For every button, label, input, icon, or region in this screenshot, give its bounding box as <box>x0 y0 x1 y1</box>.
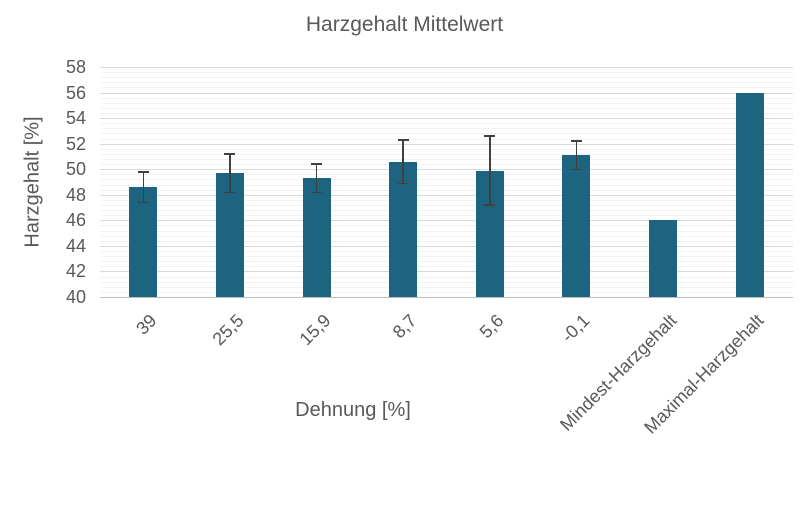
error-bar-cap <box>570 168 582 170</box>
minor-gridline <box>100 179 793 181</box>
error-bar-line <box>315 164 318 193</box>
minor-gridline <box>100 123 793 125</box>
minor-gridline <box>100 215 793 217</box>
y-tick-label: 40 <box>65 287 86 307</box>
y-tick-label: 56 <box>65 82 86 103</box>
bar <box>649 220 678 297</box>
minor-gridline <box>100 148 793 150</box>
error-bar-cap <box>224 153 236 155</box>
minor-gridline <box>100 133 793 135</box>
bar <box>562 155 591 297</box>
minor-gridline <box>100 87 793 89</box>
minor-gridline <box>100 256 793 258</box>
error-bar-cap <box>311 191 323 193</box>
x-tick-label: -0,1 <box>557 310 594 347</box>
error-bar-line <box>489 136 491 205</box>
major-gridline <box>100 143 793 145</box>
major-gridline <box>100 194 793 196</box>
error-bar-cap <box>397 139 409 141</box>
y-tick-label: 42 <box>65 261 86 282</box>
bar <box>389 161 418 297</box>
major-gridline <box>100 245 793 247</box>
minor-gridline <box>100 159 793 160</box>
minor-gridline <box>100 199 793 201</box>
error-bar-cap <box>484 135 496 137</box>
minor-gridline <box>100 82 793 84</box>
minor-gridline <box>100 102 793 104</box>
x-tick-label: 39 <box>132 310 161 339</box>
error-bar-cap <box>570 140 582 142</box>
minor-gridline <box>100 291 793 293</box>
minor-gridline <box>100 107 793 109</box>
minor-gridline <box>100 261 793 263</box>
y-tick-label: 58 <box>65 57 86 77</box>
minor-gridline <box>100 72 793 74</box>
major-gridline <box>100 169 793 171</box>
bar <box>129 187 158 297</box>
minor-gridline <box>100 251 793 252</box>
minor-gridline <box>100 235 793 237</box>
x-tick-label: 15,9 <box>295 310 334 350</box>
minor-gridline <box>100 77 793 79</box>
minor-gridline <box>100 97 793 99</box>
y-tick-label: 44 <box>65 235 86 256</box>
y-tick-label: 48 <box>65 184 86 205</box>
minor-gridline <box>100 266 793 268</box>
x-axis-title: Dehnung [%] <box>295 399 411 421</box>
major-gridline <box>100 67 793 68</box>
major-gridline <box>100 118 793 120</box>
minor-gridline <box>100 138 793 140</box>
major-gridline <box>100 92 793 94</box>
error-bar-cap <box>397 182 409 184</box>
y-tick-label: 50 <box>65 159 86 180</box>
x-tick-label: 8,7 <box>388 310 421 343</box>
minor-gridline <box>100 205 793 206</box>
minor-gridline <box>100 276 793 278</box>
minor-gridline <box>100 113 793 114</box>
minor-gridline <box>100 286 793 288</box>
error-bar-cap <box>137 201 149 204</box>
chart-title: Harzgehalt Mittelwert <box>305 13 504 36</box>
error-bar-cap <box>224 191 236 193</box>
y-tick-label: 46 <box>65 210 86 231</box>
bar <box>215 173 244 297</box>
minor-gridline <box>100 225 793 227</box>
error-bar-cap <box>311 163 323 165</box>
minor-gridline <box>100 128 793 130</box>
error-bar-line <box>229 153 231 193</box>
minor-gridline <box>100 164 793 166</box>
major-gridline <box>100 271 793 273</box>
bar <box>735 92 764 297</box>
minor-gridline <box>100 240 793 242</box>
error-bar-line <box>402 139 404 184</box>
minor-gridline <box>100 210 793 212</box>
y-tick-label: 54 <box>65 108 86 129</box>
error-bar-cap <box>484 204 496 206</box>
error-bar-line <box>142 171 145 203</box>
minor-gridline <box>100 153 793 155</box>
y-tick-label: 52 <box>65 133 86 154</box>
minor-gridline <box>100 281 793 283</box>
plot-area <box>100 67 793 298</box>
x-axis-line <box>100 297 793 298</box>
x-tick-label: 25,5 <box>208 310 248 350</box>
minor-gridline <box>100 174 793 176</box>
error-bar-cap <box>137 171 149 173</box>
error-bar-line <box>575 141 578 170</box>
major-gridline <box>100 220 793 222</box>
bar <box>302 178 331 297</box>
x-tick-label: 5,6 <box>475 310 508 343</box>
minor-gridline <box>100 184 793 186</box>
minor-gridline <box>100 189 793 191</box>
minor-gridline <box>100 230 793 232</box>
